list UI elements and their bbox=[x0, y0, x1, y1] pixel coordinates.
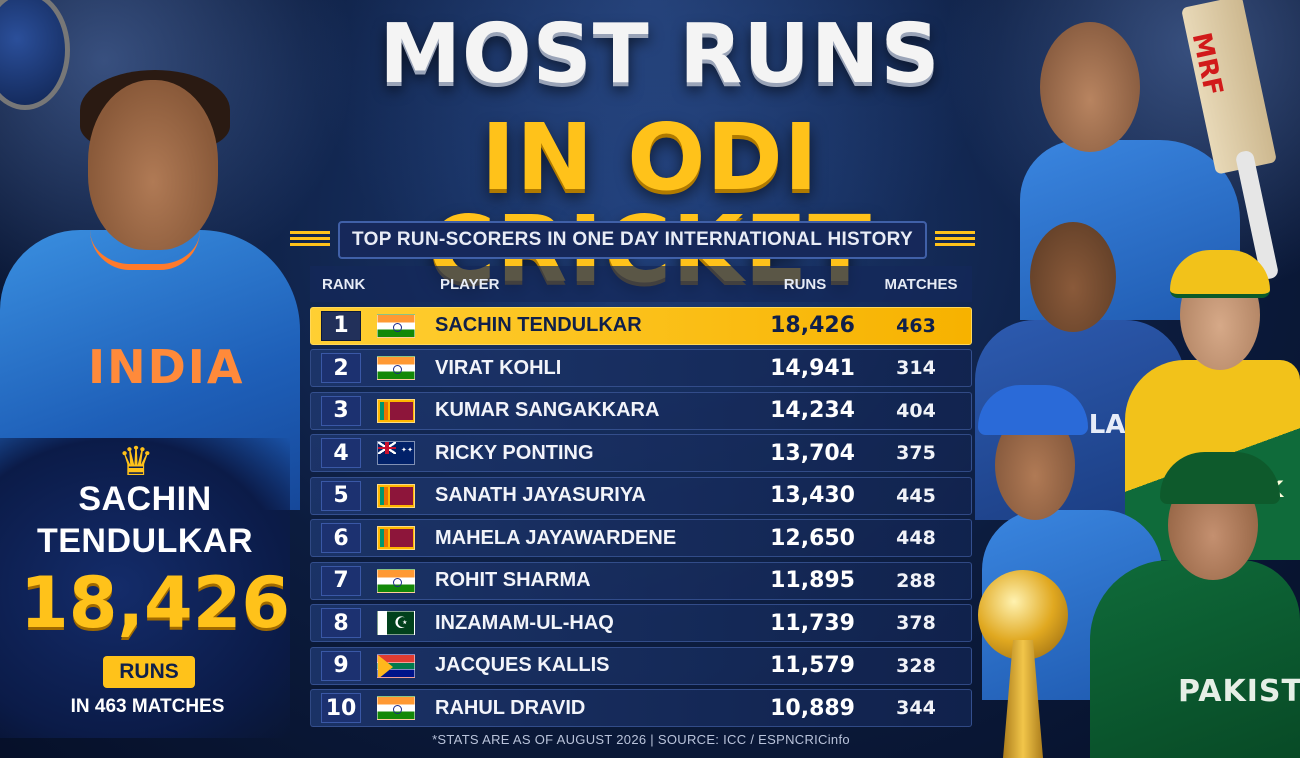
header-rank: RANK bbox=[322, 275, 366, 293]
player-name: MAHELA JAYAWARDENE bbox=[435, 526, 677, 549]
table-row: 4 RICKY PONTING 13,704 375 bbox=[310, 434, 972, 472]
feature-name-first: SACHIN bbox=[78, 480, 212, 518]
india-cap-icon bbox=[978, 385, 1088, 435]
jersey-text: INDIA bbox=[88, 340, 245, 394]
pakistan-flag-icon bbox=[377, 611, 415, 635]
rank-number: 1 bbox=[321, 310, 361, 341]
kohli-face bbox=[1040, 22, 1140, 152]
header-matches: MATCHES bbox=[884, 275, 958, 293]
player-runs: 11,739 bbox=[770, 610, 855, 636]
india-flag-icon bbox=[377, 313, 415, 338]
player-matches: 448 bbox=[896, 527, 936, 549]
sri-lanka-flag-icon bbox=[377, 398, 415, 423]
player-runs: 18,426 bbox=[770, 313, 855, 338]
player-matches: 288 bbox=[896, 569, 936, 592]
player-name: SANATH JAYASURIYA bbox=[435, 484, 646, 506]
sangakkara-face bbox=[1030, 222, 1116, 332]
player-name: RAHUL DRAVID bbox=[435, 696, 586, 719]
pakistan-jersey-text: PAKISTAA bbox=[1178, 674, 1300, 709]
player-matches: 314 bbox=[896, 357, 936, 379]
player-face bbox=[88, 80, 218, 250]
pakistan-jersey bbox=[1090, 560, 1300, 758]
header-runs: RUNS bbox=[783, 275, 827, 293]
rank-number: 6 bbox=[321, 523, 361, 553]
player-matches: 378 bbox=[896, 612, 936, 634]
subtitle: TOP RUN-SCORERS IN ONE DAY INTERNATIONAL… bbox=[338, 221, 927, 259]
player-name: ROHIT SHARMA bbox=[435, 569, 591, 591]
title-line-1: MOST RUNS bbox=[379, 7, 941, 102]
player-name: JACQUES KALLIS bbox=[435, 654, 610, 676]
player-runs: 12,650 bbox=[770, 525, 855, 551]
table-row: 8 INZAMAM-UL-HAQ 11,739 378 bbox=[310, 604, 972, 642]
player-name: RICKY PONTING bbox=[435, 441, 594, 464]
table-row: 1 SACHIN TENDULKAR 18,426 463 bbox=[310, 306, 972, 345]
featured-player-photo bbox=[0, 60, 300, 510]
india-flag-icon bbox=[377, 356, 415, 380]
feature-matches: IN 463 MATCHES bbox=[70, 696, 225, 717]
player-name: KUMAR SANGAKKARA bbox=[435, 399, 660, 421]
jersey-collar bbox=[90, 230, 200, 270]
player-runs: 13,430 bbox=[770, 483, 855, 508]
player-matches: 404 bbox=[896, 399, 936, 422]
player-runs: 11,579 bbox=[770, 653, 855, 678]
stripes-decoration-left bbox=[290, 231, 331, 249]
india-flag-icon bbox=[377, 568, 415, 593]
subtitle-banner: TOP RUN-SCORERS IN ONE DAY INTERNATIONAL… bbox=[285, 221, 980, 259]
table-row: 10 RAHUL DRAVID 10,889 344 bbox=[310, 689, 972, 727]
india-flag-icon bbox=[377, 696, 415, 720]
player-name: SACHIN TENDULKAR bbox=[435, 314, 642, 336]
table-row: 9 JACQUES KALLIS 11,579 328 bbox=[310, 646, 972, 685]
table-header: RANK PLAYER RUNS MATCHES bbox=[310, 266, 972, 302]
australia-flag-icon bbox=[377, 441, 415, 465]
player-matches: 463 bbox=[896, 314, 936, 337]
sri-lanka-flag-icon bbox=[377, 483, 415, 508]
rank-number: 2 bbox=[321, 353, 361, 383]
player-name: VIRAT KOHLI bbox=[435, 356, 562, 379]
feature-panel bbox=[0, 438, 290, 738]
player-runs: 10,889 bbox=[770, 695, 855, 721]
table-row: 2 VIRAT KOHLI 14,941 314 bbox=[310, 349, 972, 387]
table-row: 5 SANATH JAYASURIYA 13,430 445 bbox=[310, 476, 972, 515]
sri-lanka-flag-icon bbox=[377, 526, 415, 550]
player-matches: 445 bbox=[896, 484, 936, 507]
crown-icon: ♛ bbox=[118, 439, 154, 485]
header-player: PLAYER bbox=[440, 275, 500, 293]
player-runs: 14,234 bbox=[770, 398, 855, 423]
player-runs: 13,704 bbox=[770, 440, 855, 466]
rank-number: 8 bbox=[321, 608, 361, 638]
player-name: INZAMAM-UL-HAQ bbox=[435, 611, 614, 634]
player-matches: 328 bbox=[896, 654, 936, 677]
runs-table: RANK PLAYER RUNS MATCHES 1 SACHIN TENDULK… bbox=[310, 266, 972, 727]
pakistan-cap-icon bbox=[1160, 452, 1280, 504]
south-africa-flag-icon bbox=[377, 653, 415, 678]
table-row: 6 MAHELA JAYAWARDENE 12,650 448 bbox=[310, 519, 972, 557]
feature-runs-label: RUNS bbox=[103, 656, 195, 688]
stripes-decoration-right bbox=[934, 231, 975, 249]
rank-number: 5 bbox=[321, 480, 361, 511]
player-runs: 11,895 bbox=[770, 568, 855, 593]
player-matches: 344 bbox=[896, 697, 936, 719]
rank-number: 7 bbox=[321, 565, 361, 596]
baggy-cap-icon bbox=[1170, 250, 1270, 298]
rank-number: 3 bbox=[321, 395, 361, 426]
rank-number: 10 bbox=[321, 693, 361, 723]
table-row: 7 ROHIT SHARMA 11,895 288 bbox=[310, 561, 972, 600]
player-matches: 375 bbox=[896, 442, 936, 464]
feature-name-last: TENDULKAR bbox=[36, 522, 254, 560]
table-body: 1 SACHIN TENDULKAR 18,426 463 2 VIRAT KOHLI 14… bbox=[310, 306, 972, 727]
footer-note: *STATS ARE AS OF AUGUST 2026 | SOURCE: I… bbox=[432, 732, 850, 747]
rank-number: 9 bbox=[321, 650, 361, 681]
feature-runs: 18,426 bbox=[20, 562, 291, 644]
rank-number: 4 bbox=[321, 438, 361, 468]
player-runs: 14,941 bbox=[770, 355, 855, 381]
table-row: 3 KUMAR SANGAKKARA 14,234 404 bbox=[310, 391, 972, 430]
